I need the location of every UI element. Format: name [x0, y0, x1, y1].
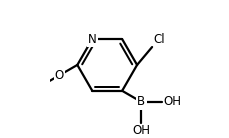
Text: OH: OH	[132, 124, 150, 137]
Text: O: O	[55, 69, 64, 82]
Text: Cl: Cl	[153, 33, 164, 46]
Text: N: N	[87, 33, 96, 46]
Text: B: B	[137, 95, 145, 108]
Text: OH: OH	[163, 95, 180, 108]
